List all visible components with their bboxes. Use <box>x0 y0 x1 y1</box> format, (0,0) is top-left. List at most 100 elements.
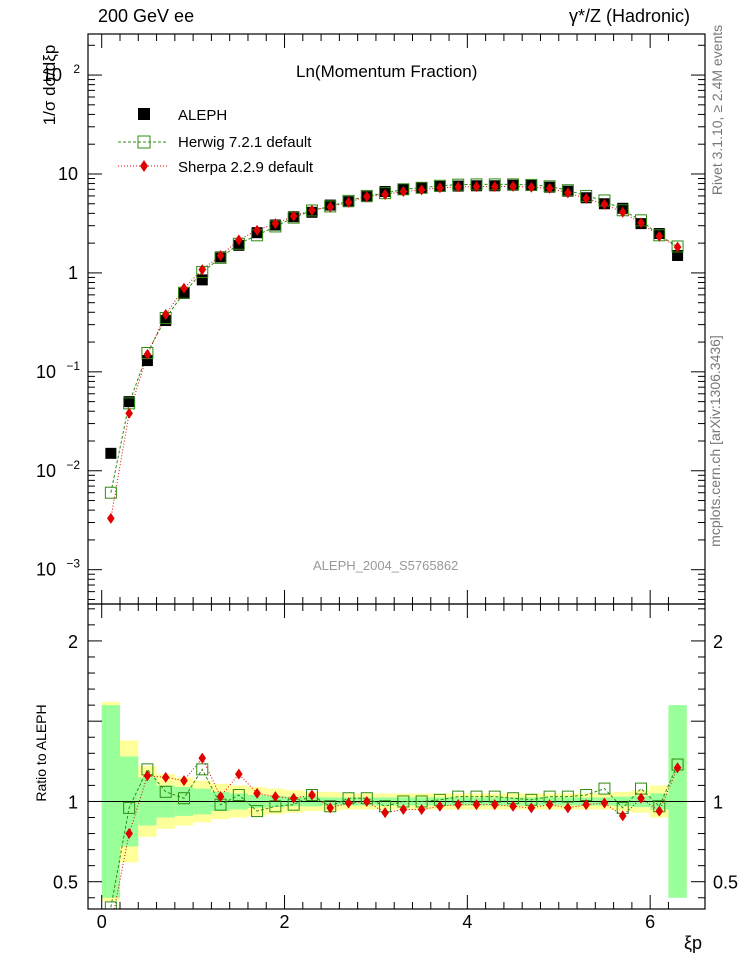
legend: ALEPH Herwig 7.2.1 default Sherpa 2.2.9 … <box>118 107 314 176</box>
ratio-sherpa-point <box>454 799 462 811</box>
main-sherpa-line <box>110 185 678 519</box>
main-sherpa-point <box>161 308 170 320</box>
y-tick-exponent: −1 <box>66 359 80 373</box>
main-sherpa-point <box>362 191 371 203</box>
ratio-y-tick-label-right: 1 <box>713 792 723 812</box>
x-tick-label: 0 <box>97 912 107 932</box>
legend-label-herwig: Herwig 7.2.1 default <box>178 134 312 151</box>
ratio-sherpa-point <box>618 810 627 822</box>
main-sherpa-point <box>472 181 481 193</box>
main-aleph-point <box>196 274 208 286</box>
ratio-y-tick-label: 2 <box>68 632 78 652</box>
main-sherpa-point <box>289 210 298 222</box>
main-aleph-point <box>160 315 172 327</box>
ratio-sherpa-point <box>600 797 609 809</box>
header-energy-label: 200 GeV ee <box>98 6 195 26</box>
ratio-sherpa-point <box>399 803 408 815</box>
ratio-sherpa-point <box>253 787 261 799</box>
ratio-sherpa-point <box>271 791 280 803</box>
main-sherpa-point <box>198 264 207 276</box>
axes: 0 2 4 6 10 2 10 1 10 −1 10 −2 10 −3 2 2 1 1 0.5 0.5 <box>36 34 738 932</box>
ratio-y-tick-label: 1 <box>68 792 78 812</box>
ratio-sherpa-point <box>509 800 517 812</box>
main-sherpa-point <box>618 206 627 218</box>
ratio-sherpa-point <box>564 802 572 814</box>
ratio-y-tick-label: 0.5 <box>53 873 78 893</box>
main-sherpa-point <box>143 348 152 360</box>
chart-title: Ln(Momentum Fraction) <box>296 62 478 81</box>
header-process-label: γ*/Z (Hadronic) <box>568 6 690 26</box>
ratio-sherpa-point <box>381 807 389 819</box>
ratio-sherpa-point <box>545 799 554 811</box>
ratio-sherpa-line <box>113 757 679 909</box>
ratio-sherpa-point <box>527 802 536 814</box>
main-sherpa-point <box>326 201 335 213</box>
ratio-y-tick-label-right: 2 <box>713 632 723 652</box>
main-sherpa-point <box>344 196 353 208</box>
main-sherpa-point <box>600 198 609 210</box>
legend-label-aleph: ALEPH <box>178 107 227 124</box>
y-tick-exponent: 2 <box>73 62 80 76</box>
x-tick-label: 6 <box>645 912 655 932</box>
main-y-axis-label: 1/σ dσ/dξp <box>40 44 59 126</box>
ratio-y-tick-label-right: 0.5 <box>713 873 738 893</box>
x-tick-label: 4 <box>462 912 472 932</box>
main-sherpa-point <box>564 187 572 199</box>
main-aleph-point <box>123 396 135 408</box>
y-tick-label: 10 <box>36 362 56 382</box>
main-sherpa-point <box>454 181 462 193</box>
main-sherpa-point <box>637 217 645 229</box>
y-tick-label: 10 <box>42 65 62 85</box>
y-tick-label: 10 <box>58 164 78 184</box>
ratio-panel-frame <box>87 603 706 910</box>
mcplots-source-label: mcplots.cern.ch [arXiv:1306.3436] <box>707 335 723 547</box>
ratio-sherpa-point <box>326 802 335 814</box>
ratio-sherpa-point <box>289 792 298 804</box>
legend-label-sherpa: Sherpa 2.2.9 default <box>178 159 314 176</box>
ratio-sherpa-point <box>125 828 133 840</box>
ratio-panel-series <box>104 752 684 932</box>
main-sherpa-point <box>436 182 444 194</box>
ratio-sherpa-point <box>490 799 499 811</box>
main-sherpa-point <box>216 249 225 261</box>
ratio-sherpa-point <box>655 805 664 817</box>
ratio-y-axis-label: Ratio to ALEPH <box>33 704 49 802</box>
ratio-sherpa-point <box>417 803 426 815</box>
ratio-sherpa-point <box>436 800 444 812</box>
main-sherpa-point <box>180 282 188 294</box>
main-sherpa-point <box>673 241 682 253</box>
ratio-herwig-point <box>232 789 245 802</box>
main-sherpa-point <box>271 218 280 230</box>
legend-marker-herwig <box>137 135 151 149</box>
main-aleph-point <box>105 447 117 459</box>
main-panel-series <box>104 178 684 524</box>
ratio-sherpa-point <box>180 775 188 787</box>
main-herwig-line <box>110 183 678 493</box>
x-tick-label: 2 <box>280 912 290 932</box>
main-sherpa-point <box>545 182 554 194</box>
ratio-herwig-point <box>251 805 264 818</box>
ratio-sherpa-point <box>637 792 645 804</box>
ratio-herwig-point <box>123 801 136 814</box>
ratio-sherpa-point <box>362 795 371 807</box>
main-aleph-point <box>672 249 684 261</box>
y-tick-exponent: −3 <box>66 557 80 571</box>
ratio-sherpa-point <box>308 789 316 801</box>
ratio-herwig-point <box>196 763 209 776</box>
ratio-sherpa-point <box>107 921 115 932</box>
main-sherpa-point <box>655 230 664 242</box>
main-sherpa-point <box>253 224 261 236</box>
main-sherpa-point <box>509 180 517 192</box>
y-tick-label: 1 <box>68 263 78 283</box>
main-sherpa-point <box>490 181 499 193</box>
ratio-sherpa-point <box>582 799 590 811</box>
ratio-sherpa-point <box>235 768 243 780</box>
main-sherpa-point <box>381 189 389 201</box>
main-sherpa-point <box>417 184 426 196</box>
legend-marker-sherpa <box>140 160 148 172</box>
x-axis-label: ξp <box>684 933 703 953</box>
legend-marker-aleph <box>138 108 150 120</box>
ratio-sherpa-point <box>673 762 682 774</box>
y-tick-exponent: −2 <box>66 458 80 472</box>
